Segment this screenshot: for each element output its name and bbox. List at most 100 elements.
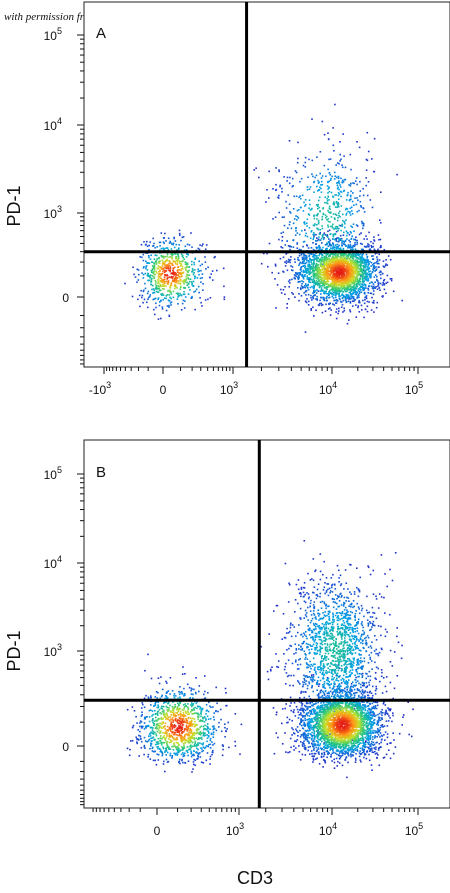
event-dot xyxy=(343,179,346,181)
event-dot xyxy=(328,229,331,232)
event-dot xyxy=(175,278,178,281)
event-dot xyxy=(381,717,383,719)
event-dot xyxy=(185,279,187,281)
event-dot xyxy=(323,279,326,281)
event-dot xyxy=(319,553,322,555)
event-dot xyxy=(386,743,389,745)
event-dot xyxy=(328,258,331,260)
event-dot xyxy=(327,220,330,223)
event-dot xyxy=(363,287,365,290)
event-dot xyxy=(340,256,343,258)
event-dot xyxy=(319,268,322,271)
event-dot xyxy=(152,266,155,269)
event-dot xyxy=(373,248,376,251)
event-dot xyxy=(179,762,181,765)
event-dot xyxy=(195,692,197,695)
event-dot xyxy=(289,176,291,179)
event-dot xyxy=(141,725,143,728)
event-dot xyxy=(281,239,283,242)
event-dot xyxy=(303,600,306,603)
event-dot xyxy=(285,672,288,674)
event-dot xyxy=(356,272,358,275)
event-dot xyxy=(381,295,383,298)
event-dot xyxy=(179,234,181,237)
event-dot xyxy=(289,644,291,647)
event-dot xyxy=(316,595,319,597)
event-dot xyxy=(365,246,368,248)
event-dot xyxy=(294,296,296,298)
event-dot xyxy=(383,756,386,759)
event-dot xyxy=(315,266,317,268)
event-dot xyxy=(323,265,326,268)
event-dot xyxy=(347,191,349,194)
event-dot xyxy=(164,247,166,250)
event-dot xyxy=(313,284,316,287)
event-dot xyxy=(375,266,377,268)
event-dot xyxy=(352,600,355,602)
event-dot xyxy=(339,290,342,292)
event-dot xyxy=(357,288,360,290)
event-dot xyxy=(331,752,334,754)
event-dot xyxy=(308,281,310,283)
event-dot xyxy=(303,679,306,681)
event-dot xyxy=(347,597,350,599)
event-dot xyxy=(321,288,323,291)
event-dot xyxy=(358,272,360,275)
event-dot xyxy=(317,290,320,292)
event-dot xyxy=(352,244,354,247)
event-dot xyxy=(292,185,294,187)
event-dot xyxy=(278,169,280,171)
event-dot xyxy=(337,229,339,232)
event-dot xyxy=(167,249,170,251)
event-dot xyxy=(147,653,149,656)
event-dot xyxy=(186,270,188,272)
event-dot xyxy=(161,272,164,275)
event-dot xyxy=(334,294,337,297)
event-dot xyxy=(349,273,351,275)
event-dot xyxy=(349,153,352,156)
event-dot xyxy=(362,286,365,289)
event-dot xyxy=(346,232,349,234)
event-dot xyxy=(155,302,157,305)
event-dot xyxy=(319,578,322,581)
event-dot xyxy=(324,263,327,266)
event-dot xyxy=(345,255,348,258)
event-dot xyxy=(363,276,365,278)
event-dot xyxy=(346,290,348,292)
event-dot xyxy=(332,278,335,280)
event-dot xyxy=(145,265,148,267)
event-dot xyxy=(333,275,336,278)
event-dot xyxy=(281,638,283,640)
event-dot xyxy=(156,246,158,248)
event-dot xyxy=(353,261,356,264)
event-dot xyxy=(326,258,329,260)
event-dot xyxy=(177,259,179,261)
event-dot xyxy=(363,302,366,305)
event-dot xyxy=(358,296,360,299)
event-dot xyxy=(328,244,331,247)
event-dot xyxy=(387,720,390,722)
event-dot xyxy=(223,296,226,298)
event-dot xyxy=(389,568,391,571)
event-dot xyxy=(306,222,308,225)
event-dot xyxy=(288,182,291,185)
event-dot xyxy=(173,237,175,240)
event-dot xyxy=(278,194,280,197)
event-dot xyxy=(279,288,282,291)
event-dot xyxy=(303,681,306,684)
event-dot xyxy=(303,696,306,699)
event-dot xyxy=(392,752,395,755)
event-dot xyxy=(373,262,375,265)
event-dot xyxy=(288,582,290,585)
event-dot xyxy=(364,753,366,755)
event-dot xyxy=(339,584,342,587)
event-dot xyxy=(355,304,357,306)
event-dot xyxy=(360,205,362,207)
event-dot xyxy=(311,299,313,301)
event-dot xyxy=(183,282,185,285)
event-dot xyxy=(323,232,326,234)
event-dot xyxy=(151,265,154,267)
event-dot xyxy=(141,272,143,274)
event-dot xyxy=(295,171,298,174)
event-dot xyxy=(323,283,326,286)
